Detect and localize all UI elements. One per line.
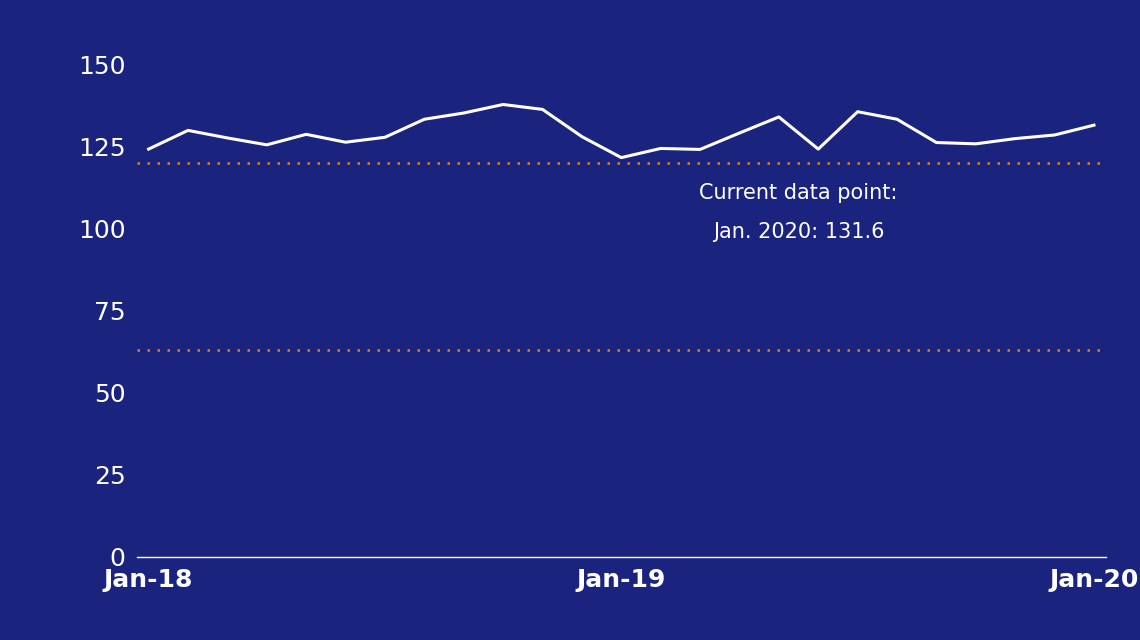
Text: Jan. 2020: 131.6: Jan. 2020: 131.6 <box>712 222 885 242</box>
Text: Current data point:: Current data point: <box>699 182 897 202</box>
